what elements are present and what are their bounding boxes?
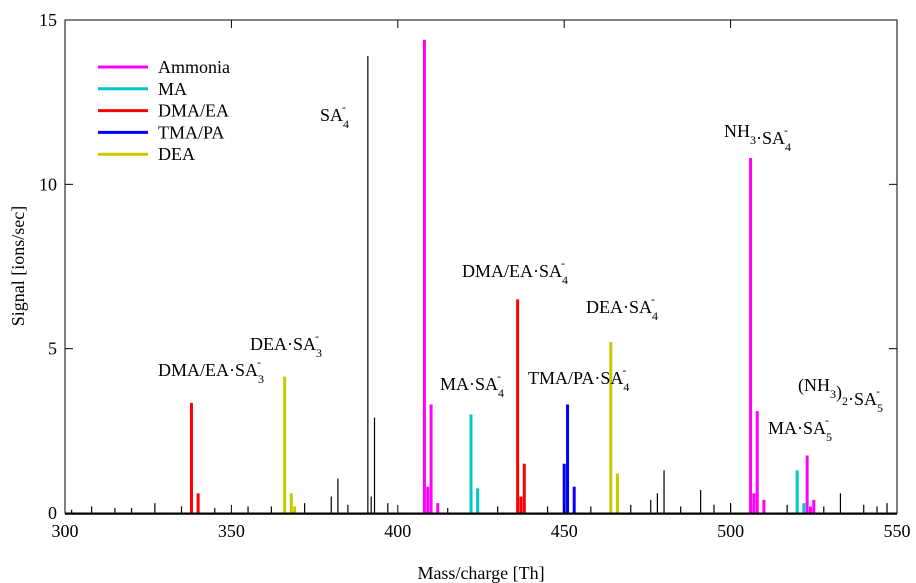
annotation-sup: - <box>342 100 346 114</box>
annotation-text: ·SA <box>848 389 877 409</box>
y-tick-label: 10 <box>39 174 57 194</box>
annotation-sup: - <box>561 256 565 270</box>
annotation-sup: - <box>784 123 788 137</box>
annotation-sup: - <box>497 369 501 383</box>
annotation-sup: - <box>876 384 880 398</box>
peak-annotation: MA·SA5 - <box>768 413 832 444</box>
legend-label: DEA <box>158 144 195 164</box>
x-tick-label: 550 <box>884 521 911 541</box>
legend-label: TMA/PA <box>158 122 224 142</box>
annotation-sub: 3 <box>258 372 264 386</box>
x-axis-label: Mass/charge [Th] <box>417 563 544 583</box>
annotation-sub: 4 <box>623 380 629 394</box>
annotation-sub: 3 <box>316 346 322 360</box>
legend-label: Ammonia <box>158 57 230 77</box>
legend-label: DMA/EA <box>158 101 229 121</box>
annotation-sub: 4 <box>498 386 504 400</box>
annotation-text: TMA/PA·SA <box>528 368 623 388</box>
annotation-sub: 4 <box>562 273 568 287</box>
y-tick-label: 5 <box>48 339 57 359</box>
annotation-text: MA·SA <box>768 418 826 438</box>
annotation-sub: 3 <box>830 387 836 401</box>
annotation-text: ·SA <box>756 128 785 148</box>
x-tick-label: 400 <box>384 521 411 541</box>
annotation-text: DMA/EA·SA <box>462 261 562 281</box>
peak-annotation: DMA/EA·SA4 - <box>462 256 568 287</box>
annotation-text: DMA/EA·SA <box>158 360 258 380</box>
peak-annotation: NH3·SA4 - <box>724 121 791 154</box>
peak-annotation: DEA·SA4 - <box>586 292 658 323</box>
annotation-sub: 5 <box>826 430 832 444</box>
annotation-sub: 4 <box>652 309 658 323</box>
x-tick-label: 450 <box>551 521 578 541</box>
annotation-sup: - <box>315 329 319 343</box>
legend-label: MA <box>158 79 187 99</box>
peak-annotation: DEA·SA3 - <box>250 329 322 360</box>
y-tick-label: 0 <box>48 503 57 523</box>
x-tick-label: 500 <box>717 521 744 541</box>
annotation-text: DEA·SA <box>586 297 652 317</box>
annotation-text: ) <box>836 382 842 403</box>
peak-annotation: TMA/PA·SA4 - <box>528 363 629 394</box>
annotation-sub: 2 <box>842 394 848 408</box>
peak-annotation: (NH3)2·SA5 - <box>798 375 883 415</box>
annotation-text: SA <box>320 105 343 125</box>
peak-annotation: SA4 - <box>320 100 349 131</box>
peak-annotation: MA·SA4 - <box>440 369 504 400</box>
annotation-sub: 4 <box>343 117 349 131</box>
annotation-text: (NH <box>798 375 830 396</box>
annotation-sub: 4 <box>785 140 791 154</box>
annotation-sup: - <box>257 355 261 369</box>
annotation-text: NH <box>724 121 750 141</box>
annotation-sup: - <box>622 363 626 377</box>
x-tick-label: 300 <box>52 521 79 541</box>
annotation-sub: 5 <box>877 401 883 415</box>
annotation-text: DEA·SA <box>250 334 316 354</box>
y-tick-label: 15 <box>39 10 57 30</box>
annotation-sup: - <box>651 292 655 306</box>
plot-frame <box>64 19 898 514</box>
annotation-sup: - <box>825 413 829 427</box>
x-tick-label: 350 <box>218 521 245 541</box>
peak-annotation: DMA/EA·SA3 - <box>158 355 264 386</box>
annotation-text: MA·SA <box>440 374 498 394</box>
y-axis-label: Signal [ions/sec] <box>8 206 28 326</box>
annotation-sub: 3 <box>750 133 756 147</box>
